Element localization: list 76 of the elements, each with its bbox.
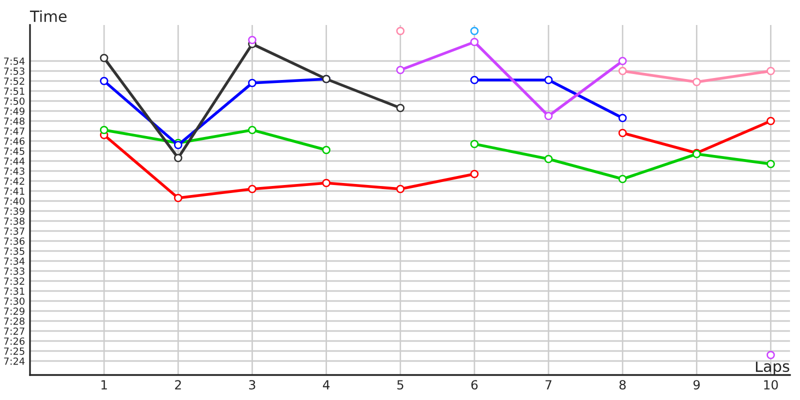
y-tick-label: 7:25 xyxy=(4,347,24,355)
point xyxy=(766,116,775,126)
y-tick-label: 7:51 xyxy=(4,88,24,95)
y-tick-label: 7:44 xyxy=(4,158,25,165)
y-tick-label: 7:37 xyxy=(4,227,24,235)
point xyxy=(322,178,330,188)
point xyxy=(396,66,405,74)
y-tick-label: 7:30 xyxy=(4,297,24,305)
x-tick-label: 8 xyxy=(619,380,626,390)
y-tick-label: 7:38 xyxy=(4,217,24,225)
point xyxy=(544,154,553,164)
point xyxy=(470,38,479,46)
point xyxy=(618,174,627,184)
y-tick-label: 7:43 xyxy=(4,167,24,175)
point xyxy=(470,26,479,36)
point xyxy=(470,170,479,178)
y-tick-label: 7:26 xyxy=(4,337,25,345)
y-tick-label: 7:24 xyxy=(4,357,25,365)
point xyxy=(248,36,256,44)
point xyxy=(618,66,627,76)
y-tick-label: 7:40 xyxy=(4,197,24,205)
point xyxy=(100,54,108,62)
point xyxy=(248,126,256,134)
y-tick-label: 7:52 xyxy=(4,77,24,85)
x-tick-label: 6 xyxy=(471,380,478,390)
x-tick-label: 5 xyxy=(397,380,404,390)
y-tick-label: 7:46 xyxy=(4,137,25,145)
point xyxy=(766,350,775,360)
point xyxy=(396,184,405,194)
y-tick-label: 7:39 xyxy=(4,207,24,215)
x-tick-label: 4 xyxy=(322,380,330,390)
point xyxy=(618,56,627,66)
y-tick-label: 7:45 xyxy=(4,148,24,155)
y-tick-label: 7:54 xyxy=(4,58,25,65)
x-tick-label: 10 xyxy=(764,380,778,390)
point xyxy=(396,104,405,112)
y-tick-label: 7:47 xyxy=(4,128,24,135)
y-tick-label: 7:49 xyxy=(4,107,24,115)
y-tick-label: 7:35 xyxy=(4,247,24,255)
point xyxy=(766,66,775,76)
point xyxy=(248,184,256,194)
point xyxy=(100,126,108,134)
point xyxy=(544,112,553,120)
x-tick-label: 2 xyxy=(175,380,181,390)
point xyxy=(618,114,627,122)
y-tick-label: 7:41 xyxy=(4,188,24,195)
point xyxy=(766,160,775,168)
y-tick-label: 7:31 xyxy=(4,287,24,295)
point xyxy=(174,194,182,202)
x-tick-label: 3 xyxy=(249,380,256,390)
x-tick-label: 9 xyxy=(693,380,700,390)
y-tick-label: 7:48 xyxy=(4,117,24,125)
point xyxy=(396,26,405,36)
y-tick-label: 7:36 xyxy=(4,237,25,245)
y-tick-label: 7:32 xyxy=(4,277,24,285)
y-tick-label: 7:27 xyxy=(4,327,24,335)
point xyxy=(100,76,108,86)
point xyxy=(248,78,256,88)
point xyxy=(470,76,479,84)
y-tick-label: 7:42 xyxy=(4,177,24,185)
x-tick-label: 1 xyxy=(101,380,107,390)
point xyxy=(544,76,553,84)
y-tick-label: 7:53 xyxy=(4,67,24,75)
point xyxy=(692,78,701,86)
point xyxy=(618,128,627,138)
x-axis-title: Laps xyxy=(756,360,790,375)
point xyxy=(470,140,479,148)
x-tick-label: 7 xyxy=(546,380,552,390)
y-tick-label: 7:33 xyxy=(4,267,24,275)
point xyxy=(174,154,182,162)
y-tick-label: 7:34 xyxy=(4,257,25,265)
y-tick-label: 7:29 xyxy=(4,307,24,315)
y-tick-label: 7:50 xyxy=(4,97,24,105)
point xyxy=(322,146,330,154)
y-tick-label: 7:28 xyxy=(4,317,24,325)
y-axis-title: Time xyxy=(30,10,67,22)
